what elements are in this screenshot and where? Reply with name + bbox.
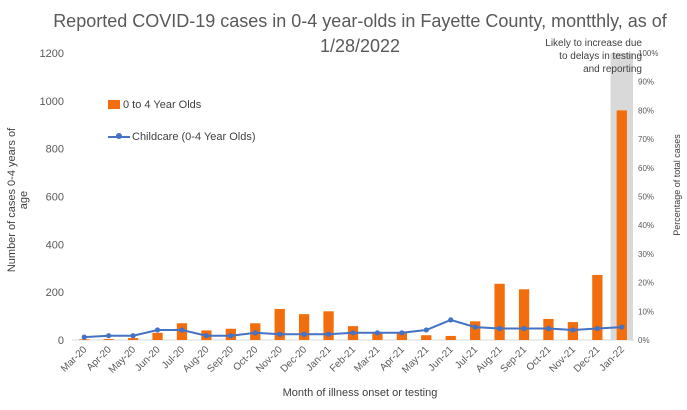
line-point-Sep-20 (228, 333, 234, 339)
x-tick-label: Dec-21 (572, 344, 603, 375)
y-right-tick-label: 100% (638, 49, 658, 58)
bar-Jun-20 (152, 332, 163, 340)
line-point-May-21 (423, 327, 429, 333)
bar-Jun-21 (445, 335, 456, 340)
y-right-tick-label: 30% (638, 250, 654, 259)
line-point-Apr-20 (106, 333, 112, 339)
x-tick-label: Dec-20 (279, 344, 310, 375)
line-point-Dec-21 (594, 325, 600, 332)
line-point-Mar-20 (81, 334, 87, 340)
legend-swatch-line (108, 132, 130, 141)
annotation-line-1: Likely to increase due (545, 38, 642, 49)
annotation-line-3: and reporting (583, 64, 642, 75)
chart-title-line2: 1/28/2022 (319, 36, 401, 56)
y-left-tick-label: 800 (46, 144, 64, 156)
line-point-Jun-20 (154, 327, 161, 333)
y-axis-left-label: Number of cases 0-4 years of age (6, 127, 30, 273)
legend-label-line: Childcare (0-4 Year Olds) (132, 131, 256, 143)
y-left-tick-label: 400 (46, 239, 64, 251)
bar-Mar-21 (372, 332, 383, 340)
y-right-tick-label: 70% (638, 135, 654, 144)
bar-Jan-21 (323, 311, 334, 340)
line-point-Jun-21 (448, 317, 454, 323)
chart-title-line1: Reported COVID-19 cases in 0-4 year-olds… (53, 11, 667, 31)
line-point-Jan-21 (325, 331, 332, 337)
y-right-tick-label: 10% (638, 307, 654, 316)
x-tick-label: Mar-21 (352, 344, 382, 374)
x-tick-label: May-20 (107, 344, 139, 376)
legend-swatch-bars (108, 100, 120, 109)
line-point-Dec-20 (301, 331, 307, 337)
y-right-tick-label: 0% (638, 336, 650, 345)
line-point-Oct-20 (252, 330, 258, 336)
x-tick-label: May-21 (400, 344, 432, 376)
y-left-tick-label: 600 (46, 192, 64, 204)
annotation-line-2: to delays in testing (559, 51, 642, 62)
annotation-note: Likely to increase due to delays in test… (522, 37, 642, 76)
bar-May-20 (127, 338, 139, 340)
bar-Dec-20 (298, 314, 310, 340)
line-point-Apr-21 (399, 330, 405, 336)
bar-Aug-21 (494, 283, 505, 340)
bar-Jul-21 (470, 321, 481, 340)
line-point-Feb-21 (350, 330, 356, 336)
line-point-Sep-21 (521, 325, 527, 332)
line-point-Nov-21 (570, 327, 576, 333)
line-point-Mar-21 (374, 330, 381, 336)
y-right-tick-label: 60% (638, 164, 654, 173)
bar-Jan-22 (616, 110, 627, 341)
bar-Apr-20 (103, 339, 114, 340)
y-left-tick-label: 1000 (40, 96, 64, 108)
line-point-Oct-21 (545, 325, 552, 332)
x-axis-label: Month of illness onset or testing (282, 387, 438, 399)
bar-Dec-21 (592, 274, 603, 340)
x-tick-label: Jun-20 (133, 344, 163, 374)
bar-Nov-20 (274, 308, 285, 340)
legend-item-bars: 0 to 4 Year Olds (108, 99, 201, 111)
x-tick-label: Feb-21 (328, 344, 358, 374)
bar-Sep-21 (518, 289, 530, 340)
line-point-May-20 (130, 333, 136, 339)
line-point-Aug-20 (203, 333, 209, 339)
y-right-tick-label: 80% (638, 106, 654, 115)
y-right-tick-label: 90% (638, 78, 654, 87)
line-point-Jul-20 (179, 327, 185, 333)
line-point-Nov-20 (277, 331, 283, 337)
y-left-tick-label: 0 (58, 335, 64, 347)
bar-May-21 (421, 335, 432, 340)
line-point-Jul-21 (472, 324, 478, 330)
y-right-tick-label: 40% (638, 221, 654, 230)
line-point-Aug-21 (497, 325, 503, 332)
line-point-Jan-22 (619, 324, 625, 330)
x-tick-label: Jun-21 (426, 344, 456, 374)
x-tick-label: Sep-21 (499, 344, 530, 375)
y-axis-right-label: Percentage of total cases (672, 134, 682, 236)
legend-label-bars: 0 to 4 Year Olds (123, 99, 202, 111)
y-right-tick-label: 20% (638, 279, 654, 288)
x-tick-label: Sep-20 (205, 344, 236, 375)
x-tick-label: Mar-20 (59, 344, 89, 374)
x-tick-label: Jan-22 (598, 344, 628, 374)
y-left-tick-label: 1200 (40, 48, 64, 60)
y-left-tick-label: 200 (46, 287, 64, 299)
y-right-tick-label: 50% (638, 193, 654, 202)
legend-item-line: Childcare (0-4 Year Olds) (108, 131, 256, 143)
bar-Apr-21 (396, 332, 408, 340)
